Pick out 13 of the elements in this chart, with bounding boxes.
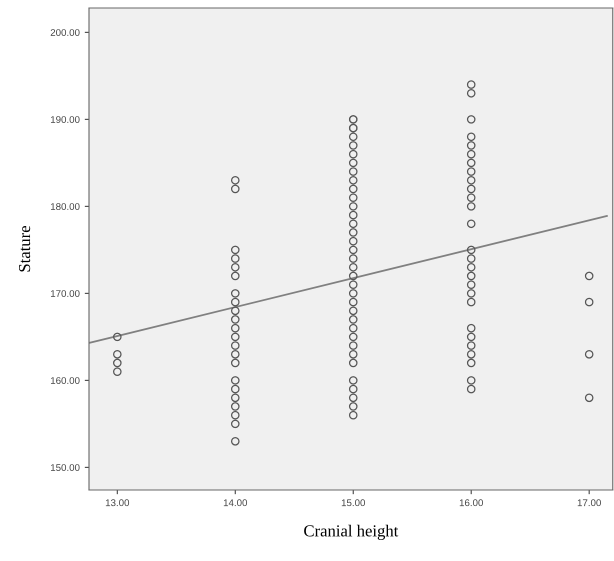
- x-tick-label: 15.00: [342, 499, 366, 506]
- y-tick-label: 190.00: [50, 116, 80, 123]
- y-tick-label: 200.00: [50, 29, 80, 36]
- x-tick-label: 16.00: [460, 499, 483, 506]
- x-tick-label: 13.00: [106, 499, 130, 506]
- x-axis-title: Cranial height: [304, 524, 398, 540]
- y-tick-label: 170.00: [50, 290, 80, 297]
- y-tick-label: 150.00: [50, 464, 80, 471]
- y-tick-label: 160.00: [50, 377, 80, 384]
- y-axis-title: Stature: [18, 226, 30, 272]
- x-tick-label: 17.00: [578, 499, 601, 506]
- y-tick-label: 180.00: [50, 203, 80, 210]
- x-tick-label: 14.00: [224, 499, 248, 506]
